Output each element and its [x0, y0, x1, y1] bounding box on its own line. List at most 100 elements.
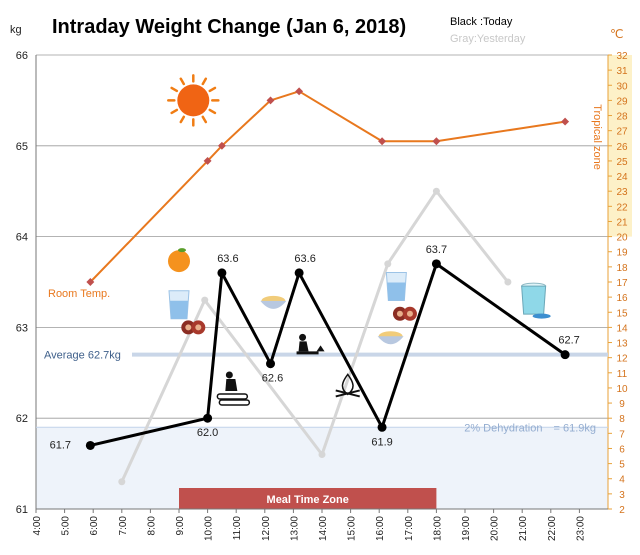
today-data-label: 61.7 — [50, 439, 71, 451]
orange-icon — [168, 248, 190, 273]
x-tick-label: 7:00 — [118, 516, 129, 536]
today-data-label: 63.7 — [426, 244, 447, 256]
today-point — [266, 359, 276, 369]
today-point — [217, 268, 227, 278]
x-tick-label: 19:00 — [461, 516, 472, 541]
eggs-icon — [392, 306, 417, 321]
x-tick-label: 13:00 — [289, 516, 300, 541]
right-tick-label: 17 — [616, 278, 628, 289]
x-tick-label: 18:00 — [432, 516, 443, 541]
today-data-label: 62.6 — [262, 373, 283, 385]
x-tick-label: 22:00 — [547, 516, 558, 541]
right-tick-label: 31 — [616, 66, 628, 77]
x-tick-label: 11:00 — [232, 516, 243, 541]
temperature-point — [217, 141, 226, 150]
left-unit-label: kg — [10, 24, 22, 36]
grid-layer — [35, 54, 612, 513]
right-tick-label: 14 — [616, 323, 628, 334]
yesterday-point — [432, 187, 440, 195]
x-tick-label: 16:00 — [375, 516, 386, 541]
campfire-person-icon — [216, 371, 251, 406]
person-body — [298, 341, 309, 352]
x-tick-label: 6:00 — [89, 516, 100, 536]
right-unit-label: ℃ — [610, 27, 623, 41]
egg-1-center — [185, 324, 192, 331]
bowl-body — [260, 300, 287, 309]
right-tick-label: 32 — [616, 51, 628, 62]
right-tick-label: 19 — [616, 248, 628, 259]
eggs-icon — [181, 320, 206, 335]
right-tick-label: 23 — [616, 187, 628, 198]
temperature-point — [432, 137, 441, 146]
legend-yesterday: Gray:Yesterday — [450, 33, 526, 45]
average-label: Average 62.7kg — [44, 350, 121, 362]
cooking-person-icon — [296, 333, 325, 355]
right-tick-label: 16 — [616, 293, 628, 304]
sun-ray — [170, 108, 179, 115]
today-point — [85, 440, 95, 450]
log — [216, 393, 249, 400]
right-tick-label: 15 — [616, 308, 628, 319]
water-glass-icon — [168, 290, 190, 320]
right-tick-label: 21 — [616, 217, 628, 228]
today-data-label: 62.7 — [558, 335, 579, 347]
right-tick-label: 9 — [619, 399, 625, 410]
egg-2-center — [406, 310, 413, 317]
yesterday-point — [384, 260, 392, 268]
right-tick-label: 20 — [616, 233, 628, 244]
right-tick-label: 22 — [616, 202, 628, 213]
right-tick-label: 2 — [619, 505, 625, 516]
right-tick-label: 12 — [616, 354, 628, 365]
right-tick-label: 26 — [616, 142, 628, 153]
meal-time-zone-label: Meal Time Zone — [267, 494, 349, 506]
sun-ray — [179, 115, 186, 124]
log — [218, 399, 251, 406]
today-point — [431, 259, 441, 269]
stick — [335, 389, 360, 398]
sun-disc — [177, 84, 210, 117]
today-data-label: 63.6 — [217, 253, 238, 265]
right-tick-label: 3 — [619, 490, 625, 501]
bowl-body — [377, 336, 404, 345]
x-tick-label: 8:00 — [146, 516, 157, 536]
x-tick-label: 12:00 — [261, 516, 272, 541]
temperature-point — [378, 137, 387, 146]
right-tick-label: 24 — [616, 172, 628, 183]
glass-water — [170, 300, 188, 319]
y-tick-label: 63 — [16, 322, 28, 334]
yesterday-point — [504, 278, 512, 286]
sun-ray — [208, 108, 217, 115]
bowl-icon — [260, 295, 287, 309]
orange-leaf — [178, 248, 186, 253]
right-tick-label: 18 — [616, 263, 628, 274]
glass-water — [387, 282, 406, 301]
right-tick-label: 25 — [616, 157, 628, 168]
tropical-zone-label: Tropical zone — [591, 104, 603, 170]
right-tick-label: 6 — [619, 444, 625, 455]
sun-ray — [170, 86, 179, 93]
x-tick-label: 4:00 — [32, 516, 43, 536]
person-head — [225, 371, 233, 379]
y-tick-label: 61 — [16, 504, 28, 516]
water-glass-icon — [385, 272, 407, 302]
egg-1-center — [396, 310, 403, 317]
cup-body — [521, 285, 547, 315]
legend-today: Black :Today — [450, 16, 513, 28]
egg-2-center — [195, 324, 202, 331]
x-tick-label: 20:00 — [490, 516, 501, 541]
y-tick-label: 66 — [16, 50, 28, 62]
bowl-icon — [377, 331, 404, 345]
sun-ray — [179, 77, 186, 86]
sun-icon — [167, 74, 220, 127]
yesterday-point — [118, 478, 126, 486]
sun-ray — [201, 77, 208, 86]
temperature-point — [561, 117, 570, 126]
y-tick-label: 65 — [16, 141, 28, 153]
yesterday-point — [201, 296, 209, 304]
right-tick-label: 5 — [619, 460, 625, 471]
meal-time-zone-bar — [179, 488, 437, 509]
fire — [316, 345, 325, 352]
right-tick-label: 10 — [616, 384, 628, 395]
right-tick-label: 13 — [616, 339, 628, 350]
